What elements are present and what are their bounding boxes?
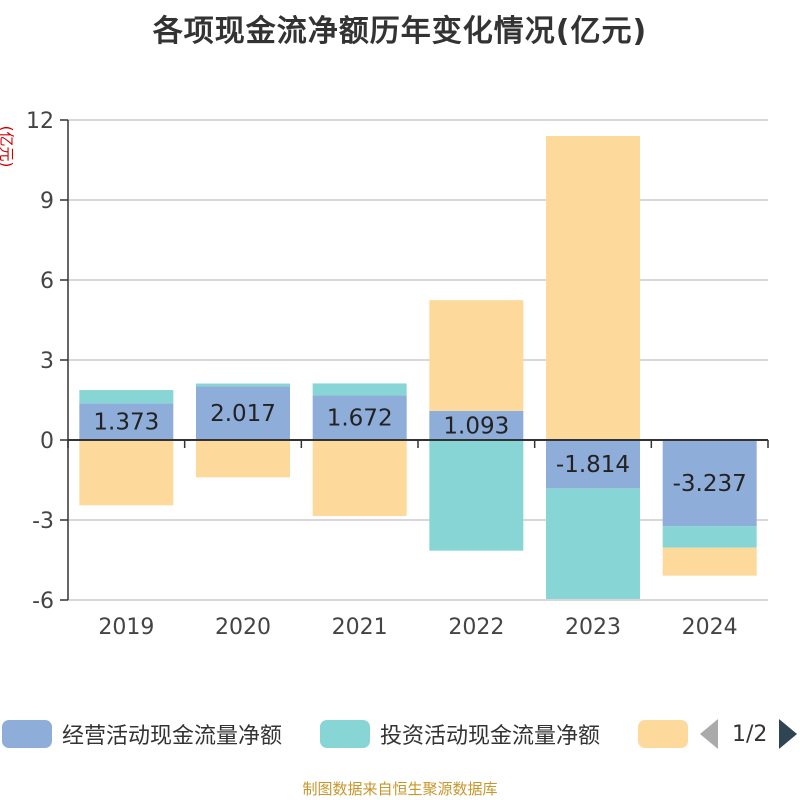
bar-series-0-2019[interactable] <box>79 403 174 440</box>
legend-swatch-investing <box>320 720 370 748</box>
legend: 经营活动现金流量净额 投资活动现金流量净额 <box>0 716 800 752</box>
bar-series-1-2019[interactable] <box>79 390 174 404</box>
data-label-2020: 2.017 <box>210 401 276 427</box>
bar-series-2-2019[interactable] <box>79 440 174 506</box>
data-label-2019: 1.373 <box>93 410 159 436</box>
x-tick-label-2020: 2020 <box>215 615 271 640</box>
grid-lines <box>68 119 768 601</box>
y-tick-label: 6 <box>40 269 54 294</box>
y-tick-label: 0 <box>40 429 54 454</box>
data-label-2022: 1.093 <box>443 413 509 439</box>
data-label-2021: 1.672 <box>327 406 393 432</box>
bar-series-2-2023[interactable] <box>546 136 640 440</box>
bar-series-0-2024[interactable] <box>662 440 757 527</box>
y-tick-label: -6 <box>32 589 54 614</box>
data-label-2024: -3.237 <box>673 471 747 497</box>
y-tick-label: 12 <box>26 109 54 134</box>
bar-series-1-2024[interactable] <box>662 526 757 548</box>
bar-series-0-2023[interactable] <box>546 440 640 489</box>
bar-series-1-2021[interactable] <box>312 383 407 396</box>
chart-plot: 12 9 6 3 0 -3 -6 1.373 2.017 1.672 1.093 -1.814 -3.2… <box>26 109 769 640</box>
y-tick-label: 9 <box>40 189 54 214</box>
legend-next-page-arrow-icon[interactable] <box>779 719 798 749</box>
chart-title: 各项现金流净额历年变化情况(亿元) <box>152 14 648 49</box>
bar-series-2-2021[interactable] <box>312 440 407 516</box>
x-tick-label-2023: 2023 <box>565 615 621 640</box>
bar-series-1-2023[interactable] <box>546 488 640 600</box>
y-tick-label: -3 <box>32 509 54 534</box>
bar-series-0-2020[interactable] <box>196 386 290 440</box>
legend-swatch-operating <box>2 720 52 748</box>
legend-label-investing: 投资活动现金流量净额 <box>380 724 601 749</box>
x-tick-label-2021: 2021 <box>332 615 388 640</box>
legend-item-operating[interactable]: 经营活动现金流量净额 <box>2 716 282 752</box>
legend-item-financing[interactable] <box>638 716 688 752</box>
bar-series-1-2022[interactable] <box>429 440 524 551</box>
labels: 12 9 6 3 0 -3 -6 1.373 2.017 1.672 1.093 -1.814 -3.2… <box>26 109 747 640</box>
legend-swatch-financing <box>638 720 688 748</box>
x-tick-label-2022: 2022 <box>448 615 504 640</box>
data-label-2023: -1.814 <box>556 452 630 478</box>
bar-series-2-2022[interactable] <box>429 300 524 411</box>
legend-prev-page-arrow-icon[interactable] <box>700 719 718 749</box>
data-source-footer: 制图数据来自恒生聚源数据库 <box>302 780 498 798</box>
legend-item-investing[interactable]: 投资活动现金流量净额 <box>320 716 600 752</box>
bars <box>79 136 757 600</box>
axes <box>60 119 769 601</box>
bar-series-0-2021[interactable] <box>312 395 407 440</box>
x-tick-label-2019: 2019 <box>98 615 154 640</box>
legend-page-indicator: 1/2 <box>732 721 768 747</box>
x-tick-label-2024: 2024 <box>682 615 738 640</box>
legend-pager: 1/2 <box>700 716 798 752</box>
bar-series-2-2024[interactable] <box>662 547 757 576</box>
legend-label-operating: 经营活动现金流量净额 <box>62 724 283 749</box>
y-tick-label: 3 <box>40 349 54 374</box>
bar-series-1-2020[interactable] <box>196 383 290 387</box>
bar-series-0-2022[interactable] <box>429 410 524 440</box>
bar-series-2-2020[interactable] <box>196 440 290 478</box>
